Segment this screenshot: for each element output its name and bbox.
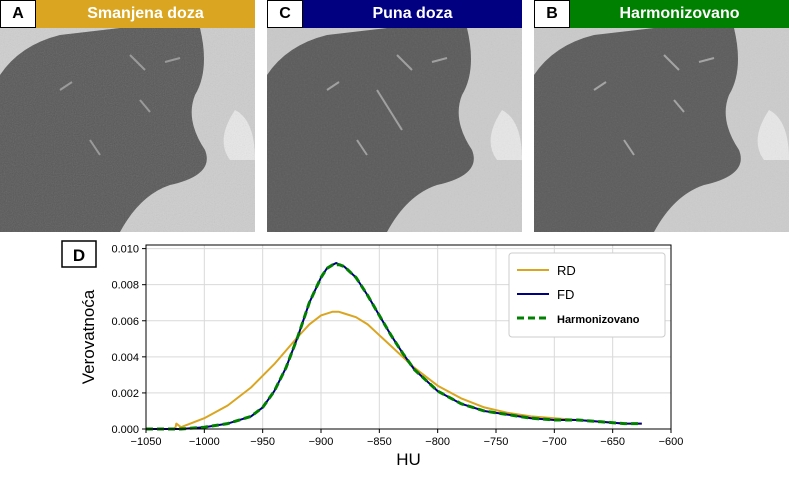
panel-letter: C bbox=[267, 0, 303, 28]
legend-label: Harmonizovano bbox=[557, 314, 640, 326]
y-tick-label: 0.002 bbox=[111, 388, 139, 400]
y-axis-label: Verovatnoća bbox=[79, 289, 98, 384]
legend-label: FD bbox=[557, 287, 574, 302]
axis-ticks: −1050 −1000 −950 −900 −850 −800 −750 −700 −650 −6… bbox=[111, 244, 683, 448]
chart-letter: D bbox=[73, 246, 85, 265]
x-tick-label: −650 bbox=[600, 436, 625, 448]
legend: RD FD Harmonizovano bbox=[508, 252, 666, 338]
ct-panel-full-dose: Puna doza C bbox=[267, 0, 522, 232]
legend-label: RD bbox=[557, 263, 576, 278]
panel-title: Smanjena doza bbox=[87, 5, 204, 22]
ct-image-reduced-dose bbox=[0, 0, 255, 232]
y-tick-label: 0.010 bbox=[111, 244, 139, 256]
ct-image-full-dose bbox=[267, 0, 522, 232]
legend-box bbox=[508, 252, 666, 338]
histogram-chart-panel: −1050 −1000 −950 −900 −850 −800 −750 −700 −650 −6… bbox=[0, 236, 789, 479]
panel-letter: B bbox=[534, 0, 570, 28]
y-tick-label: 0.004 bbox=[111, 352, 139, 364]
x-tick-label: −950 bbox=[250, 436, 275, 448]
x-axis-label: HU bbox=[396, 450, 421, 469]
ct-image-harmonized bbox=[534, 0, 789, 232]
x-tick-label: −750 bbox=[484, 436, 509, 448]
x-tick-label: −850 bbox=[367, 436, 392, 448]
x-tick-label: −800 bbox=[425, 436, 450, 448]
panel-banner: Puna doza bbox=[303, 0, 522, 28]
y-tick-label: 0.006 bbox=[111, 316, 139, 328]
series-line-harmonizovano bbox=[146, 263, 642, 431]
ct-panel-reduced-dose: Smanjena doza A bbox=[0, 0, 255, 232]
panel-title: Puna doza bbox=[372, 5, 453, 22]
ct-panel-harmonized: Harmonizovano B bbox=[534, 0, 789, 232]
series-line-rd bbox=[146, 310, 642, 430]
chart-letter-box: D bbox=[61, 240, 97, 268]
x-tick-label: −1000 bbox=[189, 436, 220, 448]
panel-letter: A bbox=[0, 0, 36, 28]
y-tick-label: 0.008 bbox=[111, 280, 139, 292]
series-layer bbox=[146, 262, 642, 431]
plot-frame bbox=[145, 244, 672, 430]
x-tick-label: −700 bbox=[542, 436, 567, 448]
x-tick-label: −600 bbox=[659, 436, 684, 448]
x-tick-label: −1050 bbox=[131, 436, 162, 448]
panel-banner: Harmonizovano bbox=[570, 0, 789, 28]
x-tick-label: −900 bbox=[309, 436, 334, 448]
panel-title: Harmonizovano bbox=[619, 5, 740, 22]
hu-probability-chart: −1050 −1000 −950 −900 −850 −800 −750 −700 −650 −6… bbox=[61, 240, 683, 469]
panel-banner: Smanjena doza bbox=[36, 0, 255, 28]
y-tick-label: 0.000 bbox=[111, 424, 139, 436]
